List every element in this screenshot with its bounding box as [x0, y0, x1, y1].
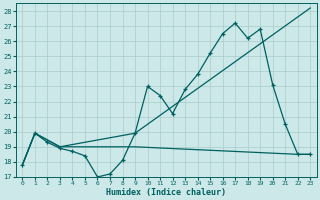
X-axis label: Humidex (Indice chaleur): Humidex (Indice chaleur) [106, 188, 226, 197]
